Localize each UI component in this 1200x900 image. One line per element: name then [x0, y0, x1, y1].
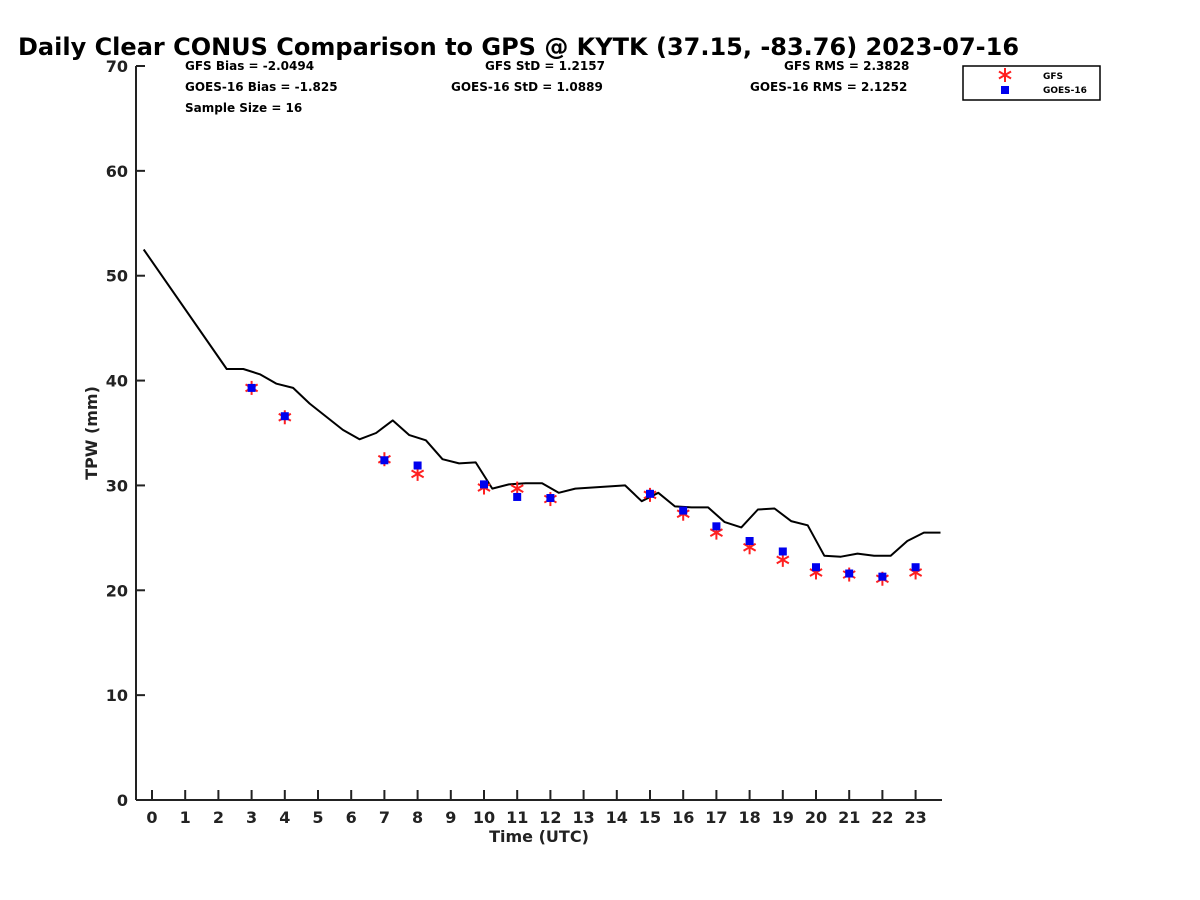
x-tick-label: 6 [346, 808, 357, 827]
y-tick-label: 10 [106, 686, 128, 705]
goes16-point [513, 492, 522, 501]
x-tick-label: 21 [838, 808, 860, 827]
x-tick-label: 11 [506, 808, 528, 827]
gps-series-line [142, 248, 941, 558]
x-tick-label: 17 [705, 808, 727, 827]
goes16-point [247, 383, 256, 392]
y-axis-label: TPW (mm) [82, 386, 101, 480]
x-tick-label: 0 [146, 808, 157, 827]
stat-goes-std: GOES-16 StD = 1.0889 [451, 80, 603, 94]
x-tick-label: 1 [180, 808, 191, 827]
stat-gfs-rms: GFS RMS = 2.3828 [784, 59, 909, 73]
goes16-point [778, 547, 787, 556]
series [142, 248, 941, 586]
goes16-point [712, 522, 721, 531]
x-tick-label: 23 [904, 808, 926, 827]
x-tick-label: 8 [412, 808, 423, 827]
x-tick-label: 5 [312, 808, 323, 827]
y-tick-label: 40 [106, 372, 128, 391]
x-tick-label: 18 [738, 808, 760, 827]
x-tick-label: 7 [379, 808, 390, 827]
x-tick-label: 4 [279, 808, 290, 827]
y-tick-label: 70 [106, 57, 128, 76]
legend-box [962, 65, 1101, 101]
legend-gfs-marker [998, 68, 1012, 82]
x-tick-label: 10 [473, 808, 495, 827]
chart-title: Daily Clear CONUS Comparison to GPS @ KY… [18, 33, 1019, 61]
x-tick-label: 20 [805, 808, 827, 827]
stat-gfs-bias: GFS Bias = -2.0494 [185, 59, 314, 73]
goes16-point [413, 461, 422, 470]
goes16-point [878, 572, 887, 581]
x-tick-label: 13 [572, 808, 594, 827]
x-tick-label: 12 [539, 808, 561, 827]
stat-goes-rms: GOES-16 RMS = 2.1252 [750, 80, 907, 94]
x-tick-label: 3 [246, 808, 257, 827]
x-tick-label: 16 [672, 808, 694, 827]
stats-block: GFS Bias = -2.0494 GFS StD = 1.2157 GFS … [185, 59, 909, 115]
goes16-point [911, 563, 920, 572]
y-tick-label: 50 [106, 267, 128, 286]
goes16-point [480, 480, 488, 489]
goes16-point [812, 563, 820, 572]
x-tick-label: 15 [639, 808, 661, 827]
stat-sample-size: Sample Size = 16 [185, 101, 302, 115]
legend: GFS GOES-16 [962, 65, 1101, 101]
x-axis-label: Time (UTC) [489, 827, 589, 846]
goes16-point [679, 506, 688, 515]
x-tick-label: 22 [871, 808, 893, 827]
goes16-point [745, 537, 754, 546]
goes16-point [646, 489, 654, 498]
goes16-point [380, 456, 389, 465]
legend-gfs-label: GFS [1043, 72, 1063, 82]
x-tick-label: 9 [445, 808, 456, 827]
legend-goes-label: GOES-16 [1043, 86, 1087, 96]
y-tick-label: 60 [106, 162, 128, 181]
x-tick-label: 14 [606, 808, 628, 827]
stat-goes-bias: GOES-16 Bias = -1.825 [185, 80, 338, 94]
legend-goes-marker [1001, 86, 1009, 94]
y-tick-label: 30 [106, 476, 128, 495]
axes [135, 66, 942, 801]
y-tick-label: 20 [106, 581, 128, 600]
y-tick-label: 0 [117, 791, 128, 810]
legend-gfs-asterisk [998, 68, 1012, 82]
y-ticks: 0 10 20 30 40 50 60 70 [106, 57, 145, 810]
x-tick-label: 2 [213, 808, 224, 827]
stat-gfs-std: GFS StD = 1.2157 [485, 59, 605, 73]
goes16-point [845, 569, 854, 578]
goes16-point [280, 412, 289, 421]
goes16-point [546, 494, 555, 503]
x-ticks: 0 1 2 3 4 5 6 7 8 9 10 11 12 13 14 15 16 17 18 19 20 21 22 23 [146, 790, 927, 827]
x-tick-label: 19 [772, 808, 794, 827]
